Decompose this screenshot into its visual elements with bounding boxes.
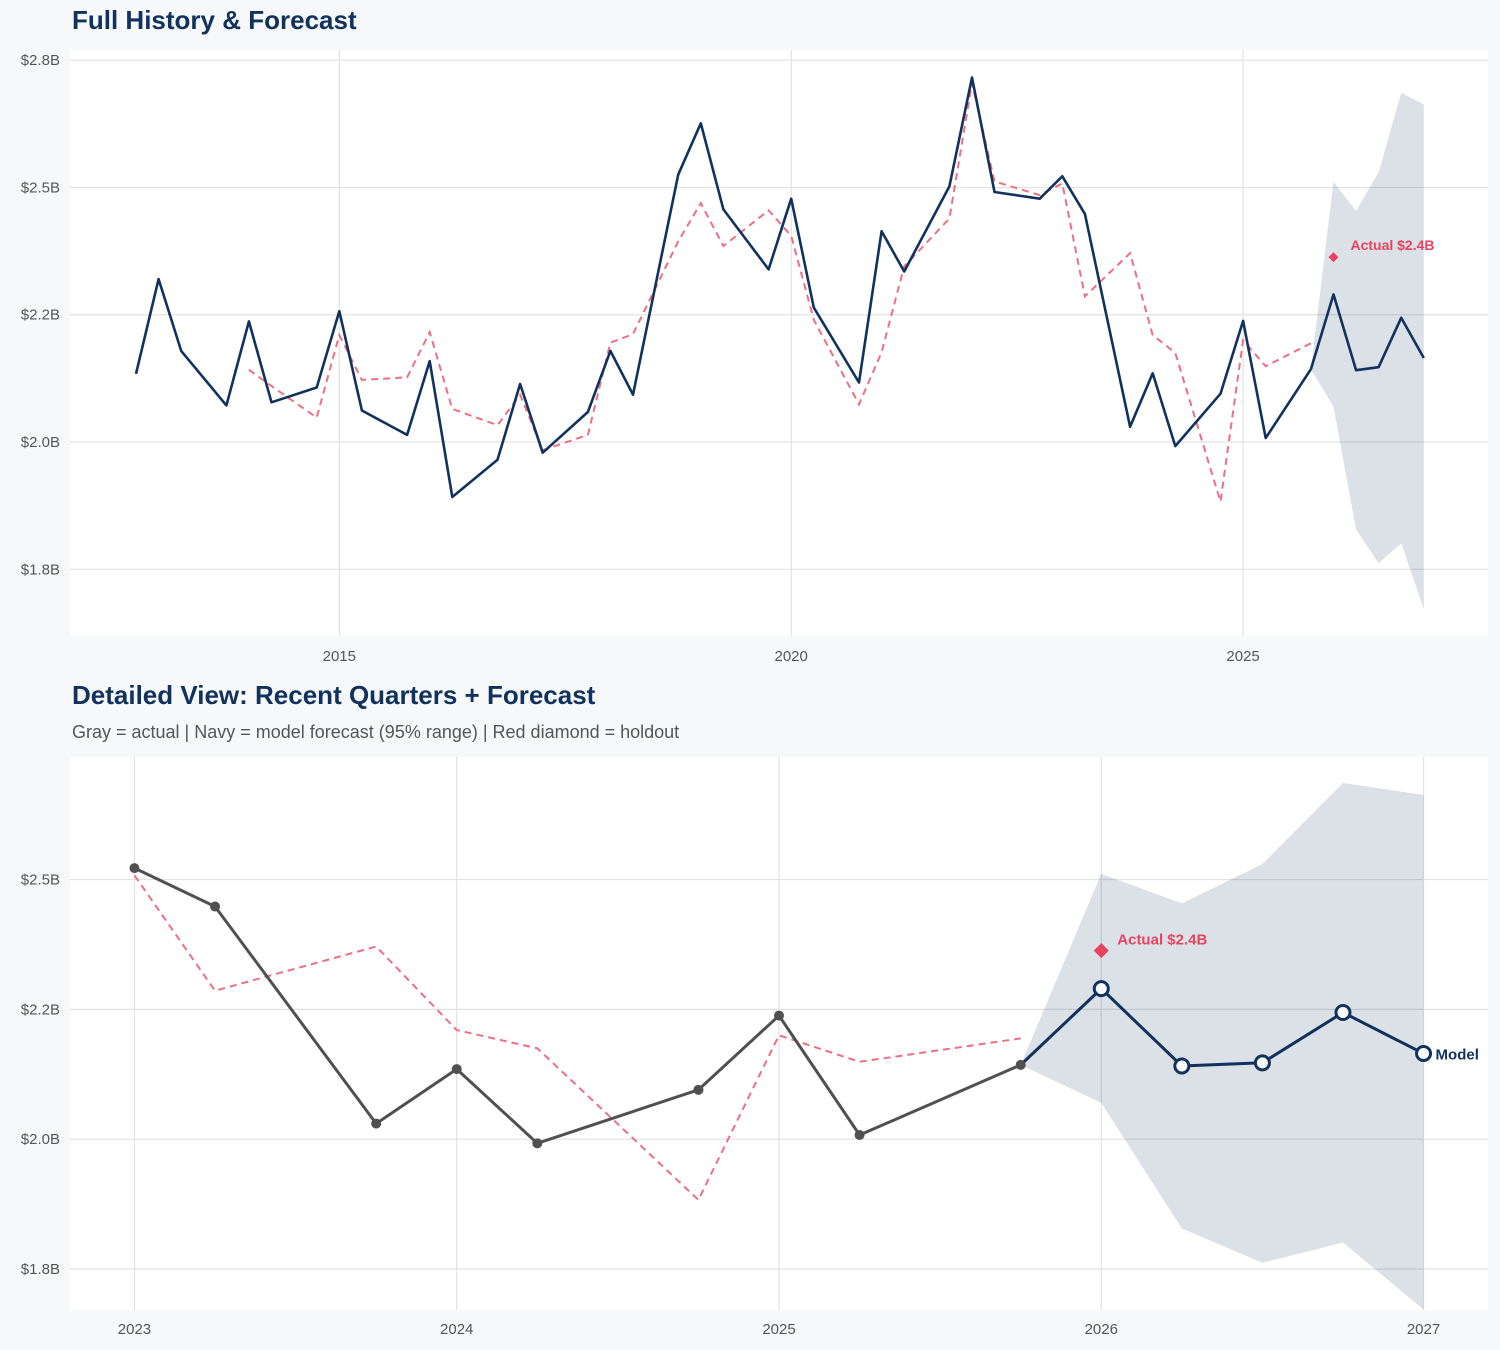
- actual-point: [774, 1010, 784, 1021]
- x-tick-label: 2024: [440, 1321, 473, 1338]
- forecast-interval-band: [1020, 782, 1424, 1310]
- fitted-line: [133, 874, 1021, 1202]
- y-tick-label: $2.0B: [21, 1131, 60, 1148]
- actual-point: [129, 863, 140, 874]
- forecast-point: [1173, 1057, 1191, 1075]
- forecast-point: [1415, 1044, 1433, 1062]
- chart-detailed-view: $1.8B $2.0B $2.2B $2.5B 2023 2024 2025 2026 2027…: [21, 757, 1488, 1338]
- holdout-label: Actual $2.4B: [1350, 237, 1434, 253]
- actual-point: [693, 1084, 704, 1095]
- actual-point: [1015, 1059, 1026, 1070]
- y-tick-label: $2.5B: [21, 872, 60, 889]
- x-tick-label: 2015: [323, 648, 356, 665]
- forecast-line: [1019, 987, 1425, 1068]
- chart-full-history: $1.8B $2.0B $2.2B $2.5B $2.8B 2015 2020 2025 Act…: [21, 50, 1488, 665]
- plot-area: [70, 50, 1488, 636]
- chart-subtitle-detailed-view: Gray = actual | Navy = model forecast (9…: [72, 722, 680, 742]
- chart-title-detailed-view: Detailed View: Recent Quarters + Forecas…: [72, 680, 596, 710]
- y-tick-label: $2.0B: [21, 434, 60, 451]
- actual-point: [451, 1064, 462, 1075]
- actual-point: [210, 901, 221, 912]
- holdout-diamond: [1328, 252, 1339, 263]
- x-tick-label: 2020: [775, 648, 808, 665]
- y-tick-label: $2.8B: [21, 52, 60, 69]
- y-tick-label: $2.2B: [21, 307, 60, 324]
- x-tick-label: 2027: [1407, 1321, 1440, 1338]
- actual-line: [134, 76, 1312, 499]
- forecast-point: [1092, 980, 1110, 998]
- forecast-interval-band: [1310, 92, 1424, 610]
- y-tick-label: $2.5B: [21, 179, 60, 196]
- holdout-diamond: [1093, 943, 1109, 959]
- y-tick-label: $2.2B: [21, 1001, 60, 1018]
- actual-point: [532, 1138, 543, 1149]
- x-tick-label: 2025: [762, 1321, 795, 1338]
- y-tick-label: $1.8B: [21, 1261, 60, 1278]
- x-tick-label: 2023: [118, 1321, 151, 1338]
- model-end-label: Model: [1436, 1046, 1479, 1063]
- x-tick-label: 2025: [1226, 648, 1259, 665]
- forecast-point: [1334, 1003, 1352, 1021]
- forecast-line: [1309, 293, 1425, 372]
- forecast-point: [1253, 1054, 1271, 1072]
- x-tick-label: 2026: [1085, 1321, 1118, 1338]
- actual-point: [371, 1118, 382, 1129]
- chart-title-full-history: Full History & Forecast: [72, 5, 357, 35]
- holdout-label: Actual $2.4B: [1117, 932, 1207, 949]
- fitted-line: [248, 82, 1312, 502]
- y-tick-label: $1.8B: [21, 561, 60, 578]
- actual-point: [854, 1130, 865, 1141]
